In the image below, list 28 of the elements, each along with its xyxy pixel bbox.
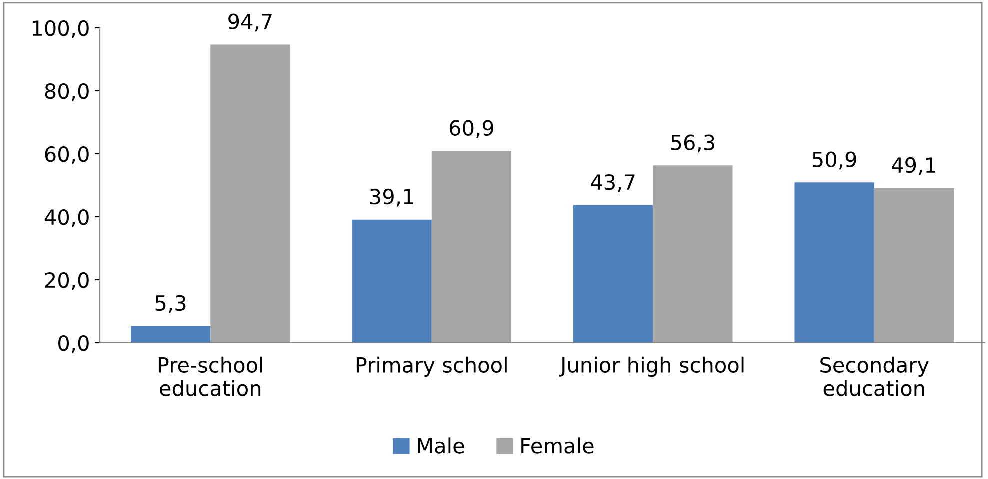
data-label: 5,3 <box>156 295 186 314</box>
bar <box>130 326 211 343</box>
y-tick-label: 60,0 <box>45 146 89 164</box>
bar <box>653 166 733 343</box>
y-tick-label: 80,0 <box>45 83 89 102</box>
bar <box>432 151 512 343</box>
data-label: 39,1 <box>370 188 414 207</box>
data-label: 49,1 <box>892 157 936 176</box>
legend-label: Female <box>522 438 594 454</box>
legend-label: Male <box>418 438 464 454</box>
y-tick-label: 100,0 <box>32 20 89 38</box>
x-tick-label: Secondary education <box>820 356 929 396</box>
bar <box>573 205 654 343</box>
data-label: 60,9 <box>450 120 494 138</box>
x-tick-label: Primary school <box>356 356 507 378</box>
data-label: 50,9 <box>812 152 856 170</box>
y-tick-label: 0,0 <box>58 335 89 354</box>
y-tick-label: 20,0 <box>45 272 89 290</box>
bar <box>210 44 290 343</box>
data-label: 56,3 <box>671 134 714 153</box>
x-tick-label: Pre-school education <box>158 356 262 396</box>
bar <box>874 188 954 343</box>
data-label: 94,7 <box>228 14 272 32</box>
bar <box>352 220 432 343</box>
bar <box>794 182 874 343</box>
x-tick-label: Junior high school <box>559 356 744 378</box>
data-label: 43,7 <box>591 174 635 192</box>
y-tick-label: 40,0 <box>44 209 89 228</box>
